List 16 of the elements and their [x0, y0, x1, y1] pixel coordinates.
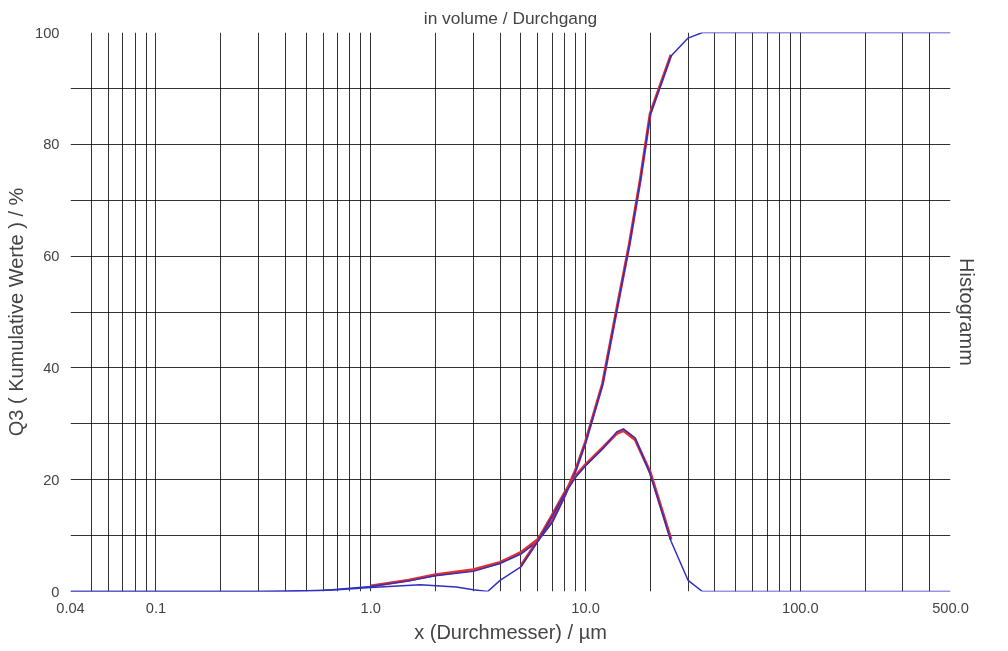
- x-tick-label: 0.1: [145, 599, 167, 616]
- y-tick-label: 80: [43, 136, 60, 153]
- y-tick-label: 40: [43, 359, 60, 376]
- y-tick-label: 20: [43, 471, 60, 488]
- chart-title: in volume / Durchgang: [423, 7, 598, 28]
- x-tick-label: 0.04: [56, 599, 85, 616]
- y2-axis-title: Histogramm: [955, 258, 978, 366]
- y-axis-title: Q3 ( Kumulative Werte ) / %: [5, 187, 28, 437]
- x-tick-label: 1.0: [360, 599, 381, 616]
- x-axis-title: x (Durchmesser) / µm: [414, 620, 607, 643]
- x-tick-label: 500.0: [932, 599, 969, 616]
- y-tick-label: 0: [51, 583, 60, 600]
- y-tick-label: 100: [35, 24, 60, 41]
- y-tick-label: 60: [43, 248, 60, 265]
- x-tick-label: 100.0: [782, 599, 819, 616]
- x-tick-label: 10.0: [571, 599, 600, 616]
